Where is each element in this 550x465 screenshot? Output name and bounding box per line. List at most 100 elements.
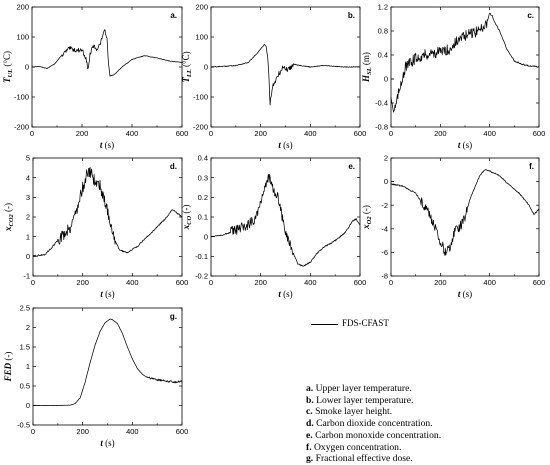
x-tick-label: 200	[76, 427, 89, 436]
y-tick-label: 0	[25, 63, 29, 72]
x-tick-label: 0	[389, 129, 393, 138]
y-tick-label: -8	[381, 272, 388, 281]
y-tick-label: -4	[381, 224, 388, 233]
y-axis-label: TLL (°C)	[181, 51, 193, 82]
y-tick-label: 0	[204, 232, 208, 241]
series-line-d	[32, 167, 183, 257]
x-tick-label: 0	[30, 129, 34, 138]
y-tick-label: -200	[14, 123, 29, 132]
y-tick-label: 3	[26, 193, 30, 202]
y-tick-label: 0.4	[378, 51, 388, 60]
caption-a: a. Upper layer temperature.	[306, 383, 412, 394]
x-tick-label: 200	[76, 129, 89, 138]
x-axis-label: t (s)	[100, 140, 114, 150]
y-axis-label: HSL (m)	[361, 52, 373, 83]
x-tick-label: 200	[434, 129, 447, 138]
chart-e: 0 200 400 600 -0.2 -0.1 0 0.1 0.2 0.3 0.4 e. t (s) xC…	[181, 154, 366, 299]
x-tick-label: 0	[209, 278, 213, 287]
caption-d: d. Carbon dioxide concentration.	[306, 418, 433, 430]
series-line-f	[390, 169, 540, 256]
y-tick-label: -100	[14, 93, 29, 102]
legend-label: FDS-CFAST	[342, 318, 389, 328]
y-tick-label: 5	[26, 154, 30, 163]
y-tick-label: -0.2	[195, 272, 208, 281]
y-axis-label: xCO (-)	[181, 205, 193, 231]
x-tick-label: 400	[483, 129, 496, 138]
x-tick-label: 200	[434, 278, 447, 287]
x-tick-label: 600	[176, 427, 189, 436]
x-axis-label: t (s)	[100, 289, 114, 299]
x-tick-label: 400	[304, 129, 317, 138]
x-tick-label: 400	[126, 129, 139, 138]
y-tick-label: -2	[381, 201, 388, 210]
y-tick-label: 2.5	[20, 304, 30, 313]
plot-frame	[32, 157, 183, 277]
y-tick-label: 1.2	[378, 3, 388, 12]
y-tick-label: 2	[384, 154, 388, 163]
caption-list: a. Upper layer temperature. b. Lower lay…	[306, 383, 441, 465]
panel-label: g.	[170, 312, 177, 321]
x-tick-label: 200	[254, 129, 267, 138]
y-tick-label: 2	[26, 213, 30, 222]
x-tick-label: 600	[354, 129, 367, 138]
panel-label: e.	[348, 162, 355, 171]
y-tick-label: 1	[26, 232, 30, 241]
x-axis-label: t (s)	[100, 438, 114, 448]
series-line-c	[390, 12, 540, 113]
y-tick-label: -0.1	[195, 252, 208, 261]
y-tick-label: 0	[204, 63, 208, 72]
y-tick-label: 0	[384, 177, 388, 186]
y-tick-label: 0	[384, 75, 388, 84]
y-tick-label: 0	[26, 401, 30, 410]
y-tick-label: -6	[381, 248, 388, 257]
x-tick-label: 400	[126, 427, 139, 436]
x-tick-label: 400	[126, 278, 139, 287]
series-line-a	[31, 29, 183, 77]
x-tick-label: 600	[533, 129, 546, 138]
y-tick-label: 4	[26, 173, 30, 182]
y-tick-label: -0.8	[375, 123, 388, 132]
x-axis-label: t (s)	[278, 140, 292, 150]
caption-f: f. Oxygen concentration.	[306, 441, 402, 453]
y-tick-label: 0.3	[198, 173, 208, 182]
legend-line-sample	[311, 324, 338, 325]
y-tick-label: -1	[23, 272, 30, 281]
caption-c: c. Smoke layer height.	[306, 406, 393, 418]
y-tick-label: 0.4	[198, 154, 208, 163]
plot-frame	[31, 6, 183, 128]
y-tick-label: -0.4	[375, 99, 388, 108]
chart-a: 0 200 400 600 -200 -100 0 100 200 a. t (s) TUL (°C)	[2, 3, 188, 150]
plot-frame	[210, 6, 361, 128]
x-tick-label: 600	[176, 278, 189, 287]
y-tick-label: 0	[26, 252, 30, 261]
chart-g: 0 200 400 600-0.500.511.522.5g.t (s)FED (-)	[3, 304, 188, 448]
x-axis-label: t (s)	[278, 289, 292, 299]
panel-label: c.	[527, 11, 534, 20]
x-axis-label: t (s)	[458, 289, 472, 299]
x-axis-label: t (s)	[458, 140, 472, 150]
y-tick-label: 0.2	[198, 193, 208, 202]
x-tick-label: 400	[304, 278, 317, 287]
y-tick-label: 200	[195, 3, 208, 12]
caption-b: b. Lower layer temperature.	[306, 394, 414, 406]
plot-frame	[390, 6, 540, 128]
y-tick-label: 0.5	[20, 382, 30, 391]
x-tick-label: 600	[533, 278, 546, 287]
plot-frame	[32, 307, 183, 426]
chart-f: 0 200 400 600 -8 -6 -4 -2 0 2 f. t (s) xO2 (-)	[361, 154, 545, 299]
x-tick-label: 0	[31, 278, 35, 287]
panel-label: f.	[529, 162, 534, 171]
chart-c: 0 200 400 600 -0.8 -0.4 0 0.4 0.8 1.2 c. t (s) HSL (…	[361, 3, 545, 150]
y-axis-label: TUL (°C)	[2, 51, 14, 83]
y-tick-label: -100	[193, 93, 208, 102]
y-tick-label: 1	[26, 362, 30, 371]
y-tick-label: -0.5	[17, 421, 30, 430]
plot-frame	[210, 157, 361, 277]
x-tick-label: 600	[354, 278, 367, 287]
y-tick-label: 0.8	[378, 27, 388, 36]
y-tick-label: -200	[193, 123, 208, 132]
y-tick-label: 0.1	[198, 213, 208, 222]
y-tick-label: 2	[26, 323, 30, 332]
